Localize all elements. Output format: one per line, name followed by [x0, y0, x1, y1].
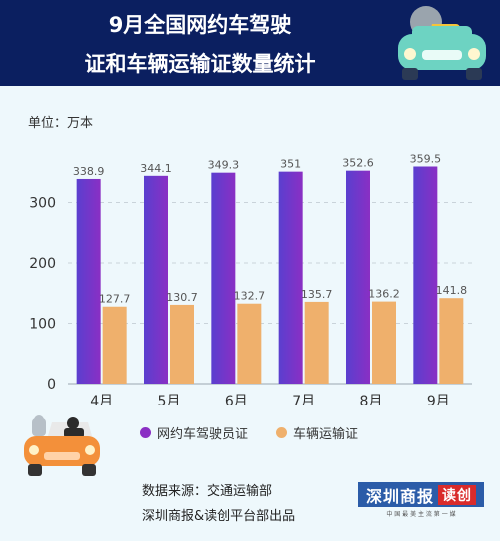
- logo: 深圳商报 读创 中 国 最 美 主 流 第 一 媒: [358, 482, 484, 522]
- y-tick-label: 0: [47, 377, 56, 393]
- logo-mark: 深圳商报 读创: [358, 482, 484, 507]
- logo-slogan: 中 国 最 美 主 流 第 一 媒: [386, 511, 456, 518]
- y-tick-label: 300: [29, 196, 56, 212]
- legend-label-driver: 网约车驾驶员证: [157, 427, 249, 442]
- legend-swatch-vehicle: [276, 427, 287, 438]
- x-tick-label: 5月: [158, 394, 181, 405]
- bar-vehicle: [102, 306, 127, 384]
- bar-driver: [211, 172, 236, 384]
- data-label: 349.3: [208, 159, 240, 172]
- x-tick-label: 4月: [90, 394, 113, 405]
- page-title-line2: 证和车辆运输证数量统计: [84, 52, 316, 76]
- legend-label-vehicle: 车辆运输证: [293, 427, 359, 442]
- bar-vehicle: [439, 298, 464, 384]
- source-line: 数据来源：交通运输部: [142, 484, 273, 499]
- bar-driver: [346, 170, 370, 384]
- x-tick-label: 7月: [292, 394, 315, 405]
- data-label: 130.7: [166, 291, 198, 304]
- logo-badge: 读创: [438, 484, 476, 505]
- data-label: 141.8: [436, 284, 468, 297]
- car-icon: [398, 6, 486, 80]
- bar-vehicle: [237, 303, 262, 384]
- bar-driver: [413, 166, 438, 384]
- driver-car-icon: [24, 415, 100, 476]
- unit-label: 单位：万本: [28, 116, 94, 131]
- header-banner: 9月全国网约车驾驶 证和车辆运输证数量统计: [0, 0, 500, 86]
- bar-driver: [76, 178, 101, 384]
- legend-item-vehicle: 车辆运输证: [276, 423, 358, 442]
- data-label: 338.9: [73, 165, 105, 178]
- data-label: 136.2: [368, 288, 400, 301]
- bar-chart: 0 100 200 300 338.9 127.7 4月 344.1 130.7 5月 349.3 1…: [29, 153, 472, 405]
- page-title-line1: 9月全国网约车驾驶: [108, 13, 292, 37]
- x-tick-label: 8月: [360, 394, 383, 405]
- data-label: 127.7: [99, 293, 131, 306]
- data-label: 359.5: [410, 153, 442, 166]
- legend-item-driver: 网约车驾驶员证: [140, 423, 248, 442]
- data-label: 135.7: [301, 288, 333, 301]
- data-label: 132.7: [234, 290, 266, 303]
- logo-text: 深圳商报: [365, 486, 434, 506]
- x-tick-label: 6月: [225, 394, 248, 405]
- y-tick-label: 200: [29, 256, 56, 272]
- bar-driver: [144, 175, 168, 384]
- bar-vehicle: [170, 304, 194, 384]
- data-label: 351: [280, 158, 301, 171]
- legend-swatch-driver: [140, 427, 151, 438]
- data-label: 352.6: [342, 157, 374, 170]
- bar-driver: [278, 171, 303, 384]
- producer-line: 深圳商报&读创平台部出品: [142, 509, 296, 524]
- y-tick-label: 100: [29, 317, 56, 333]
- data-label: 344.1: [140, 162, 172, 175]
- bar-vehicle: [372, 301, 396, 384]
- bar-vehicle: [304, 301, 329, 384]
- x-tick-label: 9月: [427, 394, 450, 405]
